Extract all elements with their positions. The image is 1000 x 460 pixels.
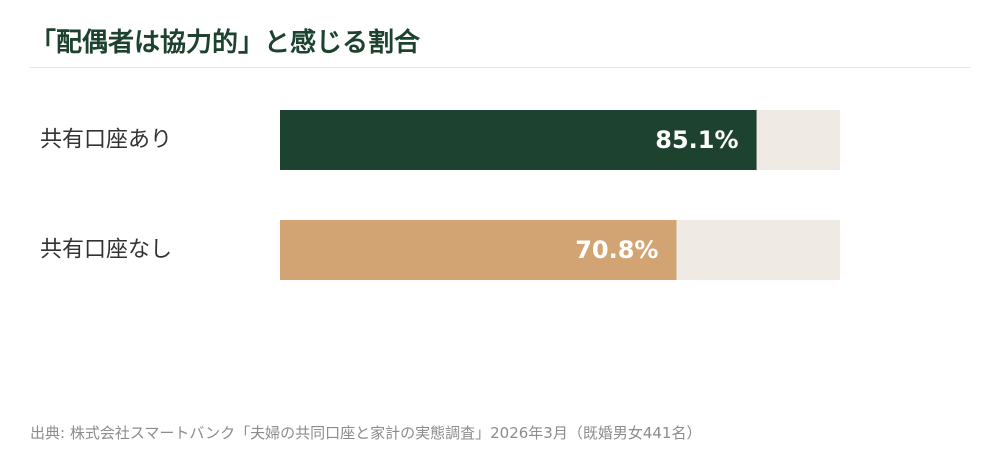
category-label: 共有口座あり [40, 128, 172, 153]
bar [280, 220, 677, 280]
value-label: 70.8% [575, 236, 658, 264]
bar [280, 110, 757, 170]
source-note: 出典: 株式会社スマートバンク「夫婦の共同口座と家計の実態調査」2026年3月（… [30, 424, 702, 442]
category-label: 共有口座なし [40, 238, 172, 263]
value-label: 85.1% [655, 126, 738, 154]
chart-title: 「配偶者は協力的」と感じる割合 [30, 28, 421, 58]
title-divider [30, 67, 970, 68]
bar-chart: 共有口座あり 85.1% 共有口座なし 70.8% [40, 110, 840, 280]
